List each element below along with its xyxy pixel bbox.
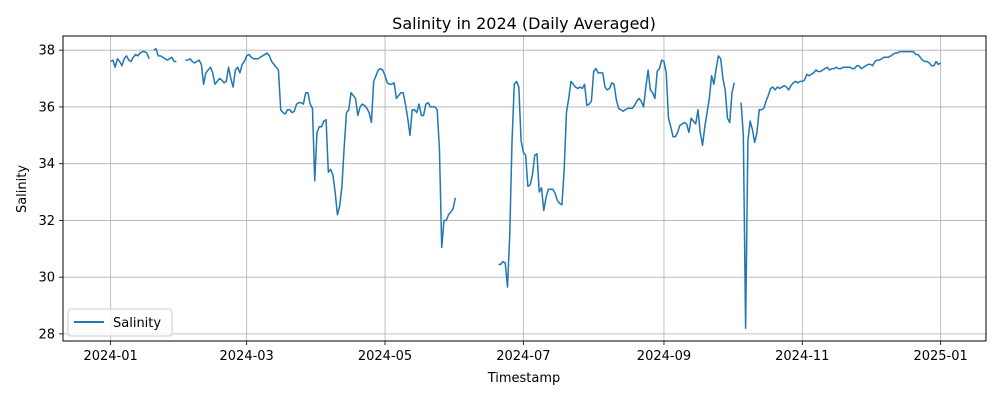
- x-tick-label: 2024-07: [496, 349, 550, 364]
- x-tick-label: 2024-01: [83, 349, 137, 364]
- y-axis-label: Salinity: [15, 165, 30, 213]
- y-tick-label: 32: [38, 214, 55, 229]
- series-line-segment: [153, 48, 177, 63]
- chart-title: Salinity in 2024 (Daily Averaged): [392, 14, 656, 33]
- x-tick-label: 2024-03: [220, 349, 274, 364]
- y-tick-label: 34: [38, 157, 55, 172]
- x-tick-label: 2024-05: [358, 349, 412, 364]
- series-line-segment: [498, 55, 736, 288]
- y-tick-label: 38: [38, 44, 55, 59]
- legend-label-salinity: Salinity: [113, 316, 161, 331]
- series-line-segment: [185, 52, 457, 249]
- y-tick-label: 36: [38, 100, 55, 115]
- x-axis-label: Timestamp: [487, 371, 561, 386]
- legend-box: [67, 308, 173, 337]
- tick-layer: 2024-01 2024-03 2024-05 2024-07 2024-09 2024-…: [38, 44, 967, 364]
- y-tick-label: 30: [38, 271, 55, 286]
- x-tick-label: 2024-11: [775, 349, 829, 364]
- series-line-segment: [110, 50, 150, 68]
- x-tick-label: 2025-01: [913, 349, 967, 364]
- series-line-segment: [740, 50, 942, 329]
- x-tick-label: 2024-09: [637, 349, 691, 364]
- y-tick-label: 28: [38, 327, 55, 342]
- legend: Salinity: [67, 308, 173, 337]
- plot-frame: [62, 35, 987, 342]
- line-layer: [110, 48, 942, 329]
- grid-layer: [63, 36, 986, 341]
